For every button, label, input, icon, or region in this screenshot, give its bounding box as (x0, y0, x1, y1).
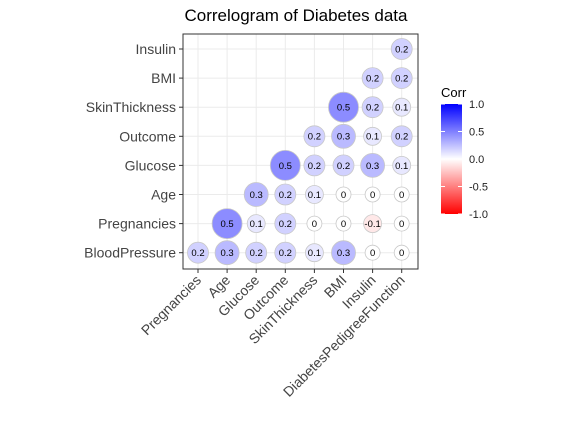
legend-title: Corr (441, 85, 467, 100)
y-tick-label: Age (151, 187, 176, 203)
correlation-cells: 0.2 0.2 0.2 0.5 0.2 0.1 0.2 0.3 0.1 0.2 0.5 0.2 0.2 0… (187, 38, 413, 266)
corr-value-label: 0.1 (395, 161, 408, 172)
y-axis: Insulin BMI SkinThickness Outcome Glucose Age… (84, 41, 183, 261)
corr-value-label: 0.2 (250, 248, 263, 259)
chart-title: Correlogram of Diabetes data (184, 6, 408, 25)
corr-circle (214, 240, 240, 266)
y-tick-label: BloodPressure (84, 245, 176, 261)
corr-circle (274, 183, 297, 206)
corr-circle (364, 186, 381, 203)
legend: Corr 1.0 0.5 0.0 -0.5 -1.0 (441, 85, 488, 221)
corr-value-label: 0.1 (395, 103, 408, 114)
corr-value-label: 0.5 (220, 219, 233, 230)
corr-circle (304, 243, 324, 263)
y-tick-label: Outcome (119, 128, 176, 144)
corr-circle (331, 240, 356, 266)
legend-tick-label: -1.0 (469, 209, 488, 221)
corr-value-label: 0.5 (279, 161, 292, 172)
corr-value-label: 0.2 (308, 132, 321, 143)
corr-value-label: 0.1 (308, 190, 321, 201)
corr-value-label: 0 (341, 190, 346, 201)
corr-circle (361, 96, 384, 119)
corr-circle (393, 186, 410, 203)
corr-circle (245, 241, 268, 264)
corr-circle (392, 97, 412, 117)
corr-circle (243, 182, 269, 207)
corr-value-label: 0.1 (366, 132, 379, 143)
corr-value-label: -0.1 (364, 219, 380, 230)
corr-circle (360, 152, 386, 178)
corr-circle (246, 214, 266, 234)
corr-value-label: 0.3 (337, 248, 350, 259)
corr-circle (187, 241, 209, 264)
corr-circle (390, 125, 413, 148)
x-axis: Pregnancies AgeGlucoseOutcomeSkinThicknes… (138, 269, 408, 400)
corr-value-label: 0.3 (366, 161, 379, 172)
corr-value-label: 0.1 (250, 219, 263, 230)
corr-value-label: 0.1 (308, 248, 321, 259)
corr-circle (364, 244, 381, 261)
corr-value-label: 0.2 (308, 161, 321, 172)
corr-value-label: 0.2 (279, 248, 292, 259)
corr-value-label: 0.3 (337, 132, 350, 143)
corr-circle (303, 154, 326, 177)
y-tick-label: Insulin (136, 41, 176, 57)
corr-value-label: 0.2 (395, 44, 408, 55)
corr-value-label: 0.2 (337, 161, 350, 172)
corr-circle (393, 215, 410, 232)
y-tick-label: Pregnancies (98, 216, 176, 232)
corr-value-label: 0 (341, 219, 346, 230)
corr-value-label: 0.2 (395, 74, 408, 85)
y-tick-label: SkinThickness (86, 99, 176, 115)
corr-circle (303, 125, 326, 148)
corr-circle (331, 123, 356, 149)
corr-circle (335, 215, 352, 232)
corr-value-label: 0.2 (395, 132, 408, 143)
corr-circle (335, 186, 352, 203)
corr-value-label: 0 (312, 219, 317, 230)
corr-circle (274, 212, 297, 235)
corr-value-label: 0 (399, 219, 404, 230)
legend-tick-label: 0.5 (469, 127, 484, 139)
corr-value-label: 0 (399, 248, 404, 259)
corr-circle (392, 155, 412, 175)
corr-circle (390, 67, 413, 89)
x-tick-label: Pregnancies (138, 272, 204, 338)
corr-circle (211, 208, 243, 240)
corr-value-label: 0 (370, 190, 375, 201)
corr-value-label: 0.2 (279, 190, 292, 201)
corr-circle (393, 244, 410, 261)
y-tick-label: BMI (151, 70, 176, 86)
panel-border (182, 33, 419, 270)
corr-value-label: 0 (399, 190, 404, 201)
corr-value-label: 0 (370, 248, 375, 259)
corr-value-label: 0.2 (279, 219, 292, 230)
legend-colorbar (441, 104, 462, 214)
corr-circle (328, 91, 359, 123)
corr-value-label: 0.2 (366, 74, 379, 85)
corr-value-label: 0.2 (191, 248, 204, 259)
y-tick-label: Glucose (125, 157, 177, 173)
corr-value-label: 0.2 (366, 103, 379, 114)
legend-tick-label: -0.5 (469, 182, 488, 194)
legend-tick-label: 0.0 (469, 154, 484, 166)
corr-circle (332, 154, 355, 177)
legend-tick-label: 1.0 (469, 99, 484, 111)
corr-circle (361, 67, 384, 89)
corr-circle (269, 149, 301, 181)
corr-value-label: 0.5 (337, 103, 350, 114)
corr-circle (274, 241, 297, 264)
corr-circle (306, 215, 323, 232)
corr-value-label: 0.3 (220, 248, 233, 259)
corr-circle (390, 38, 413, 60)
corr-value-label: 0.3 (250, 190, 263, 201)
corr-circle (363, 214, 383, 234)
corr-circle (304, 185, 324, 204)
corr-circle (363, 126, 383, 146)
